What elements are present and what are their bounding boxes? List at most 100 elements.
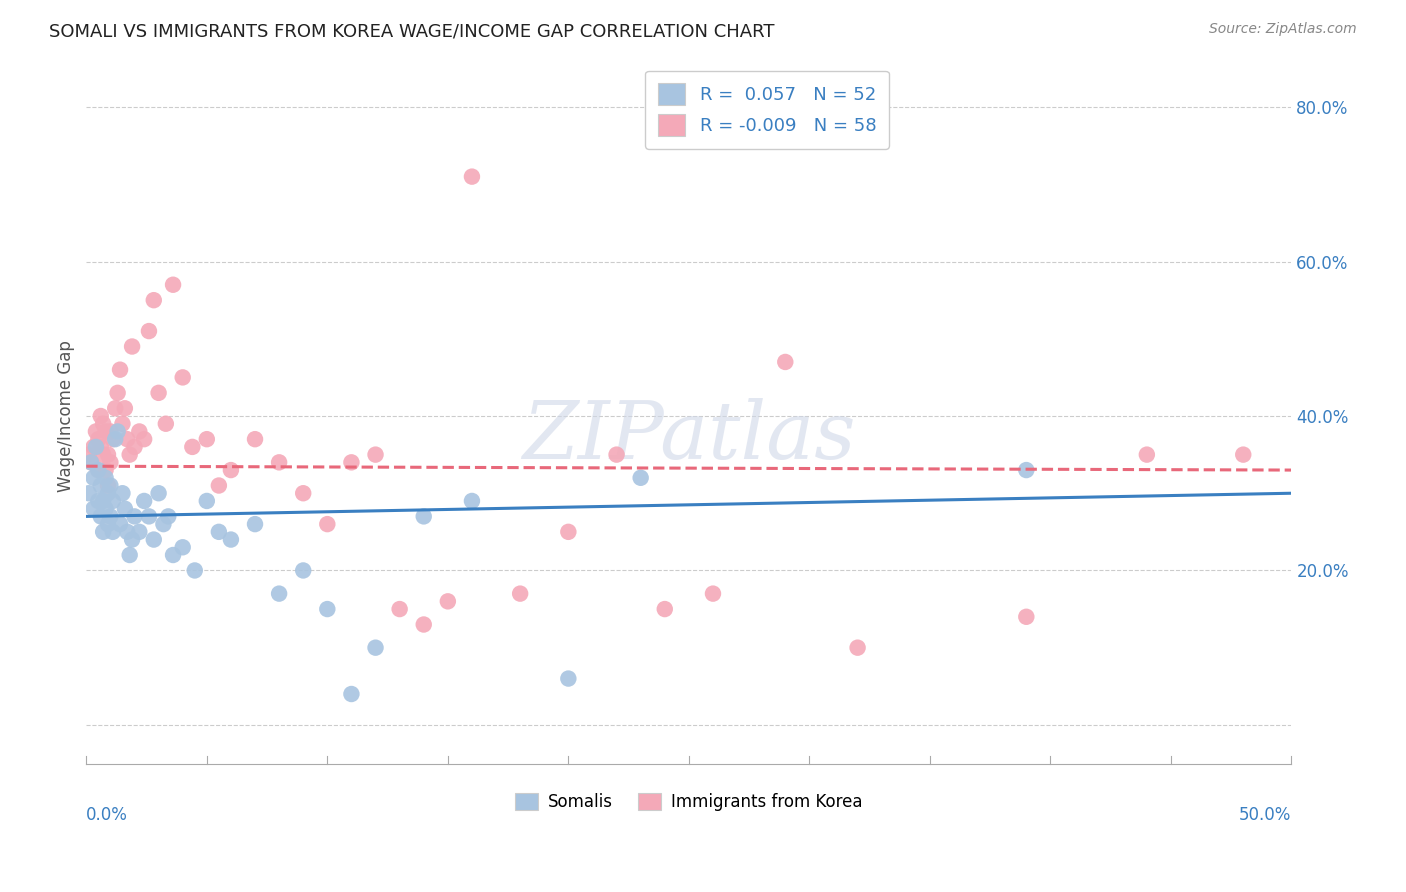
- Point: [121, 533, 143, 547]
- Point: [117, 524, 139, 539]
- Point: [77, 486, 100, 500]
- Point: [90, 478, 112, 492]
- Point: [91, 448, 114, 462]
- Point: [128, 425, 150, 439]
- Point: [148, 385, 170, 400]
- Point: [84, 440, 107, 454]
- Point: [101, 432, 124, 446]
- Point: [101, 494, 124, 508]
- Point: [90, 509, 112, 524]
- Point: [87, 494, 110, 508]
- Point: [846, 640, 869, 655]
- Point: [108, 517, 131, 532]
- Point: [114, 401, 136, 416]
- Point: [80, 455, 103, 469]
- Point: [114, 501, 136, 516]
- Point: [388, 602, 411, 616]
- Point: [142, 293, 165, 308]
- Point: [94, 501, 117, 516]
- Y-axis label: Wage/Income Gap: Wage/Income Gap: [58, 340, 75, 492]
- Point: [364, 448, 387, 462]
- Point: [111, 486, 134, 500]
- Point: [155, 417, 177, 431]
- Point: [124, 440, 146, 454]
- Point: [104, 432, 127, 446]
- Point: [412, 509, 434, 524]
- Point: [172, 541, 194, 555]
- Point: [195, 432, 218, 446]
- Point: [157, 509, 180, 524]
- Point: [90, 409, 112, 423]
- Point: [181, 440, 204, 454]
- Point: [91, 494, 114, 508]
- Point: [101, 524, 124, 539]
- Point: [87, 432, 110, 446]
- Point: [292, 564, 315, 578]
- Point: [243, 517, 266, 532]
- Point: [172, 370, 194, 384]
- Point: [77, 448, 100, 462]
- Point: [269, 586, 291, 600]
- Point: [94, 463, 117, 477]
- Point: [107, 425, 129, 439]
- Point: [219, 533, 242, 547]
- Point: [83, 471, 105, 485]
- Point: [606, 448, 628, 462]
- Point: [117, 432, 139, 446]
- Point: [461, 169, 484, 184]
- Point: [118, 448, 141, 462]
- Point: [364, 640, 387, 655]
- Point: [292, 486, 315, 500]
- Point: [162, 548, 184, 562]
- Point: [340, 455, 363, 469]
- Point: [134, 494, 156, 508]
- Point: [83, 501, 105, 516]
- Text: Source: ZipAtlas.com: Source: ZipAtlas.com: [1209, 22, 1357, 37]
- Point: [437, 594, 460, 608]
- Point: [316, 517, 339, 532]
- Point: [509, 586, 531, 600]
- Point: [630, 471, 652, 485]
- Point: [269, 455, 291, 469]
- Point: [91, 524, 114, 539]
- Point: [80, 455, 103, 469]
- Point: [104, 401, 127, 416]
- Point: [97, 517, 120, 532]
- Point: [461, 494, 484, 508]
- Point: [148, 486, 170, 500]
- Text: SOMALI VS IMMIGRANTS FROM KOREA WAGE/INCOME GAP CORRELATION CHART: SOMALI VS IMMIGRANTS FROM KOREA WAGE/INC…: [49, 22, 775, 40]
- Point: [134, 432, 156, 446]
- Point: [1015, 609, 1038, 624]
- Point: [90, 440, 112, 454]
- Point: [94, 425, 117, 439]
- Point: [557, 524, 579, 539]
- Point: [138, 509, 160, 524]
- Text: 0.0%: 0.0%: [86, 806, 128, 824]
- Point: [219, 463, 242, 477]
- Point: [97, 478, 120, 492]
- Legend: R =  0.057   N = 52, R = -0.009   N = 58: R = 0.057 N = 52, R = -0.009 N = 58: [645, 70, 889, 149]
- Text: ZIPatlas: ZIPatlas: [522, 398, 856, 475]
- Point: [83, 440, 105, 454]
- Point: [162, 277, 184, 292]
- Point: [128, 524, 150, 539]
- Point: [121, 339, 143, 353]
- Point: [124, 509, 146, 524]
- Point: [97, 448, 120, 462]
- Point: [152, 517, 174, 532]
- Point: [340, 687, 363, 701]
- Point: [208, 478, 231, 492]
- Point: [91, 417, 114, 431]
- Point: [87, 463, 110, 477]
- Point: [107, 385, 129, 400]
- Point: [775, 355, 797, 369]
- Point: [316, 602, 339, 616]
- Point: [1136, 448, 1159, 462]
- Point: [138, 324, 160, 338]
- Point: [195, 494, 218, 508]
- Point: [243, 432, 266, 446]
- Point: [118, 548, 141, 562]
- Point: [87, 463, 110, 477]
- Text: 50.0%: 50.0%: [1239, 806, 1292, 824]
- Point: [111, 417, 134, 431]
